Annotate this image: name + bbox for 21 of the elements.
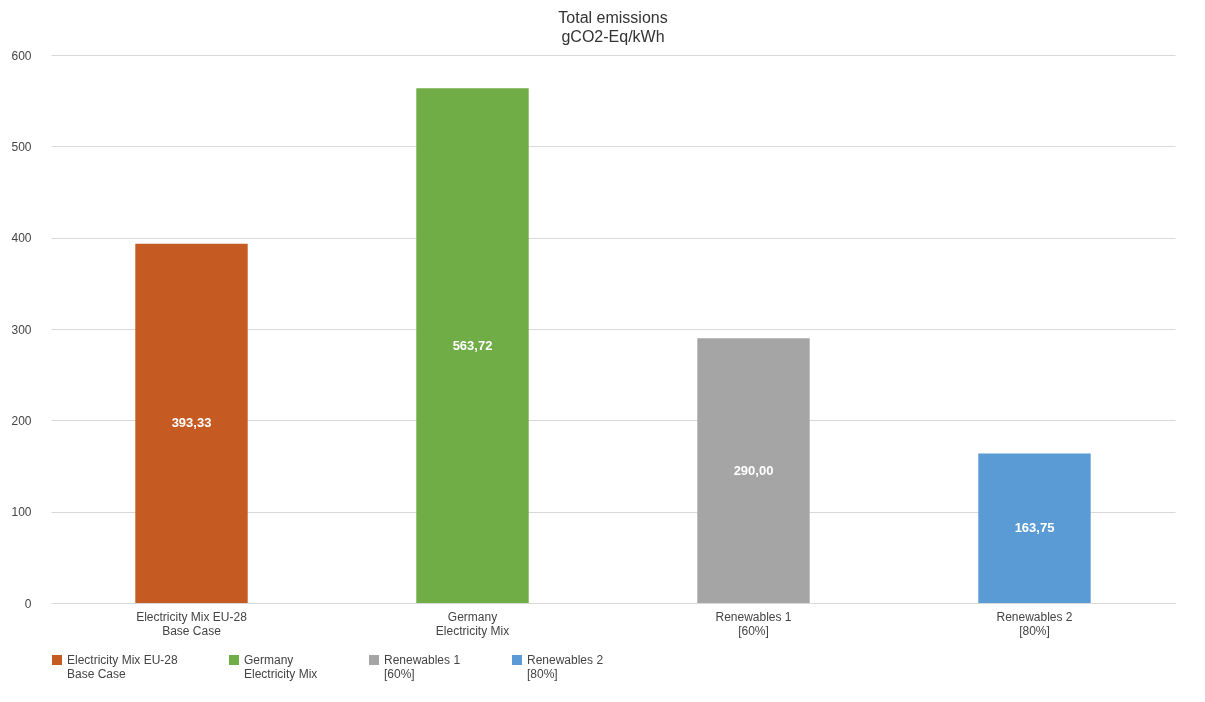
y-tick-label: 0 [24, 596, 32, 611]
legend-label: Renewables 1 [60%] [384, 653, 461, 681]
x-tick-label: Electricity Mix EU-28 Base Case [136, 609, 248, 638]
chart-subtitle: gCO2-Eq/kWh [561, 28, 665, 45]
x-tick-label: Renewables 1 [60%] [715, 609, 792, 638]
y-tick-label: 600 [11, 48, 32, 63]
y-tick-label: 300 [11, 322, 32, 337]
y-tick-label: 200 [11, 413, 32, 428]
data-label: 163,75 [1014, 520, 1055, 536]
y-tick-label: 500 [11, 139, 32, 154]
data-label: 393,33 [171, 415, 212, 431]
y-tick-label: 400 [11, 231, 32, 246]
y-tick-label: 100 [11, 505, 32, 520]
x-tick-label: Renewables 2 [80%] [996, 609, 1073, 638]
data-label: 290,00 [733, 462, 774, 478]
data-label: 563,72 [452, 337, 493, 353]
chart-title: Total emissions [558, 9, 668, 26]
x-tick-label: Germany Electricity Mix [435, 609, 510, 638]
legend-label: Renewables 2 [80%] [527, 653, 604, 681]
legend-label: Germany Electricity Mix [244, 653, 318, 681]
legend-label: Electricity Mix EU-28 Base Case [67, 653, 179, 681]
